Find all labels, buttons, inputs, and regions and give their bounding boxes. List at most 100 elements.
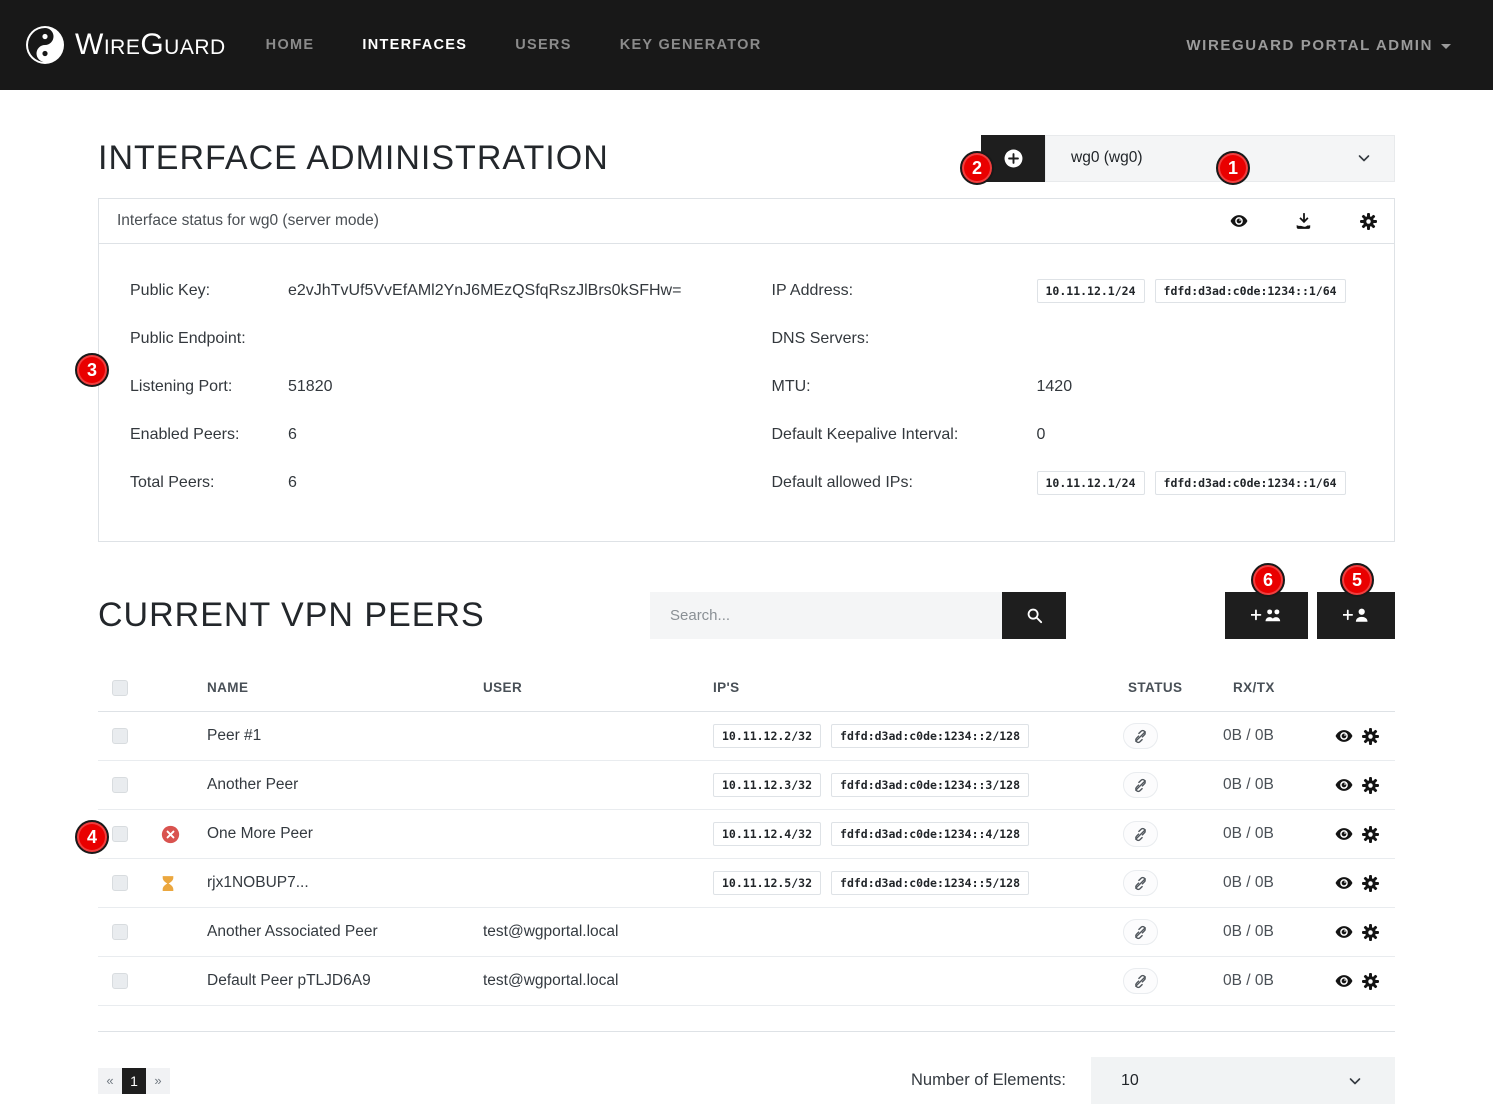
download-config-icon[interactable] <box>1295 212 1313 230</box>
unlink-icon <box>1133 778 1148 793</box>
peer-rxtx: 0B / 0B <box>1223 776 1274 793</box>
status-field-label: IP Address: <box>771 282 854 299</box>
search-input[interactable] <box>650 592 1002 639</box>
peer-checkbox[interactable] <box>112 728 128 744</box>
status-field-label: Enabled Peers: <box>130 426 240 443</box>
pagination-next-button[interactable]: » <box>146 1067 170 1094</box>
nav-item-interfaces[interactable]: INTERFACES <box>362 37 468 53</box>
peer-settings-icon[interactable] <box>1362 727 1379 745</box>
view-peer-icon[interactable] <box>1335 776 1353 794</box>
select-all-checkbox[interactable] <box>112 679 128 696</box>
peer-select-cell <box>98 924 207 940</box>
peer-settings-icon[interactable] <box>1362 923 1379 941</box>
status-field-row: Public Key: e2vJhTvUf5VvEfAMl2YnJ6MEzQSfq… <box>99 267 747 315</box>
page-size-label: Number of Elements: <box>911 1071 1066 1089</box>
interface-controls: wg0 (wg0) <box>981 134 1395 182</box>
page-size-value: 10 <box>1121 1071 1139 1089</box>
peer-actions <box>1333 776 1395 794</box>
peer-status-badge <box>1123 821 1158 847</box>
view-peer-icon[interactable] <box>1335 825 1353 843</box>
status-card-body: Public Key: e2vJhTvUf5VvEfAMl2YnJ6MEzQSfq… <box>99 244 1394 541</box>
add-multiple-peers-button[interactable] <box>1225 592 1308 639</box>
wireguard-logo-icon <box>25 25 65 65</box>
peer-name: Peer #1 <box>207 727 262 744</box>
peer-buttons <box>1225 592 1395 639</box>
peer-settings-icon[interactable] <box>1362 776 1379 794</box>
nav-item-home[interactable]: HOME <box>265 37 315 53</box>
pagination-prev-button[interactable]: « <box>98 1067 122 1094</box>
status-field-value: 51820 <box>288 378 333 395</box>
col-header-user: USER <box>483 680 523 695</box>
annotation-marker-6: 6 <box>1251 563 1285 597</box>
add-peer-button[interactable] <box>1317 592 1395 639</box>
status-field-label: Public Endpoint: <box>130 330 246 347</box>
page-size-select[interactable]: 10 <box>1091 1057 1395 1104</box>
peer-checkbox[interactable] <box>112 777 128 793</box>
page-size-control: Number of Elements: 10 <box>911 1057 1395 1104</box>
view-peer-icon[interactable] <box>1335 972 1353 990</box>
unlink-icon <box>1133 974 1148 989</box>
peer-settings-icon[interactable] <box>1362 825 1379 843</box>
view-peer-icon[interactable] <box>1335 727 1353 745</box>
user-menu[interactable]: WIREGUARD PORTAL ADMIN <box>1186 37 1451 54</box>
pagination-page-1-button[interactable]: 1 <box>122 1067 146 1094</box>
peer-status-badge <box>1123 919 1158 945</box>
peer-checkbox[interactable] <box>112 924 128 940</box>
ip-badge: 10.11.12.5/32 <box>713 871 822 895</box>
peer-rxtx: 0B / 0B <box>1223 874 1274 891</box>
peer-actions <box>1333 923 1395 941</box>
status-field-row: IP Address: 10.11.12.1/24 fdfd:d3ad:c0de:1… <box>747 267 1395 315</box>
interface-settings-icon[interactable] <box>1360 212 1377 230</box>
annotation-marker-2: 2 <box>960 151 994 185</box>
status-card-title: Interface status for wg0 (server mode) <box>117 212 379 229</box>
nav-item-users[interactable]: USERS <box>515 37 572 53</box>
peer-select-cell <box>98 825 207 844</box>
status-field-value: 1420 <box>1036 378 1073 395</box>
interface-select-value: wg0 (wg0) <box>1071 149 1143 166</box>
view-config-icon[interactable] <box>1230 212 1248 230</box>
peer-checkbox[interactable] <box>112 973 128 989</box>
peer-status-badge <box>1123 968 1158 994</box>
interface-status-card: Interface status for wg0 (server mode) P… <box>98 198 1395 542</box>
col-header-ips: IP'S <box>713 680 740 695</box>
view-peer-icon[interactable] <box>1335 923 1353 941</box>
unlink-icon <box>1133 876 1148 891</box>
brand[interactable]: WireGuard <box>25 25 226 65</box>
peer-ips: 10.11.12.4/32 fdfd:d3ad:c0de:1234::4/128 <box>713 822 1123 846</box>
status-field-value: 6 <box>288 474 297 491</box>
col-header-name: NAME <box>207 680 249 695</box>
status-card-header: Interface status for wg0 (server mode) <box>99 199 1394 244</box>
pagination: « 1 » <box>98 1067 170 1094</box>
ip-badge: fdfd:d3ad:c0de:1234::1/64 <box>1154 471 1346 495</box>
peer-status-badge <box>1123 772 1158 798</box>
navbar: WireGuard HOME INTERFACES USERS KEY GENE… <box>0 0 1493 90</box>
peer-rxtx: 0B / 0B <box>1223 825 1274 842</box>
peer-status-cell <box>1123 870 1223 896</box>
ip-badge: fdfd:d3ad:c0de:1234::5/128 <box>831 871 1030 895</box>
status-field-value: 0 <box>1036 426 1046 443</box>
peer-ips: 10.11.12.3/32 fdfd:d3ad:c0de:1234::3/128 <box>713 773 1123 797</box>
peer-select-cell <box>98 728 207 744</box>
peer-checkbox[interactable] <box>112 826 128 842</box>
annotation-marker-4: 4 <box>75 820 109 854</box>
peer-row: Default Peer pTLJD6A9 test@wgportal.local… <box>98 957 1395 1006</box>
search-group <box>650 592 1066 639</box>
peer-ips: 10.11.12.5/32 fdfd:d3ad:c0de:1234::5/128 <box>713 871 1123 895</box>
peer-row: rjx1NOBUP7... 10.11.12.5/32 fdfd:d3ad:c0de… <box>98 859 1395 908</box>
ip-badge: fdfd:d3ad:c0de:1234::3/128 <box>831 773 1030 797</box>
peer-rxtx: 0B / 0B <box>1223 972 1274 989</box>
peer-settings-icon[interactable] <box>1362 874 1379 892</box>
peer-checkbox[interactable] <box>112 875 128 891</box>
nav-item-key-generator[interactable]: KEY GENERATOR <box>619 37 762 53</box>
plus-circle-icon <box>1004 149 1023 168</box>
status-fields-left: Public Key: e2vJhTvUf5VvEfAMl2YnJ6MEzQSfq… <box>99 267 747 507</box>
hourglass-icon <box>161 875 175 892</box>
view-peer-icon[interactable] <box>1335 874 1353 892</box>
peers-title: CURRENT VPN PEERS <box>98 596 485 634</box>
ip-badge: 10.11.12.3/32 <box>713 773 822 797</box>
search-button[interactable] <box>1002 592 1066 639</box>
peer-name: Another Associated Peer <box>207 923 378 940</box>
peer-settings-icon[interactable] <box>1362 972 1379 990</box>
chevron-down-icon <box>1347 1073 1363 1089</box>
status-field-row: DNS Servers: <box>747 315 1395 363</box>
